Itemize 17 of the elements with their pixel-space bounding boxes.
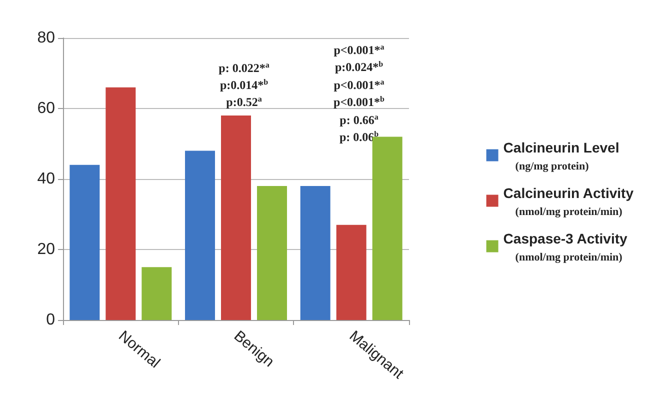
bar [70, 164, 100, 320]
legend-label: Calcineurin Activity (nmol/mg protein/min) [503, 184, 634, 218]
bar [106, 87, 136, 320]
y-tick-label: 60 [37, 100, 56, 117]
y-tick-label: 0 [46, 312, 56, 328]
bar [142, 267, 172, 320]
bar [257, 186, 287, 320]
bar [372, 136, 402, 320]
y-tick-label: 20 [37, 241, 56, 258]
y-tick-label: 80 [37, 30, 56, 46]
legend-label: Calcineurin Level (ng/mg protein) [503, 139, 620, 172]
y-tick-label: 40 [37, 170, 56, 188]
bar [300, 186, 330, 320]
bar [185, 150, 215, 320]
bar [221, 116, 251, 320]
legend-label: Caspase-3 Activity (nmol/mg protein/min) [503, 230, 628, 264]
bar [336, 224, 366, 320]
